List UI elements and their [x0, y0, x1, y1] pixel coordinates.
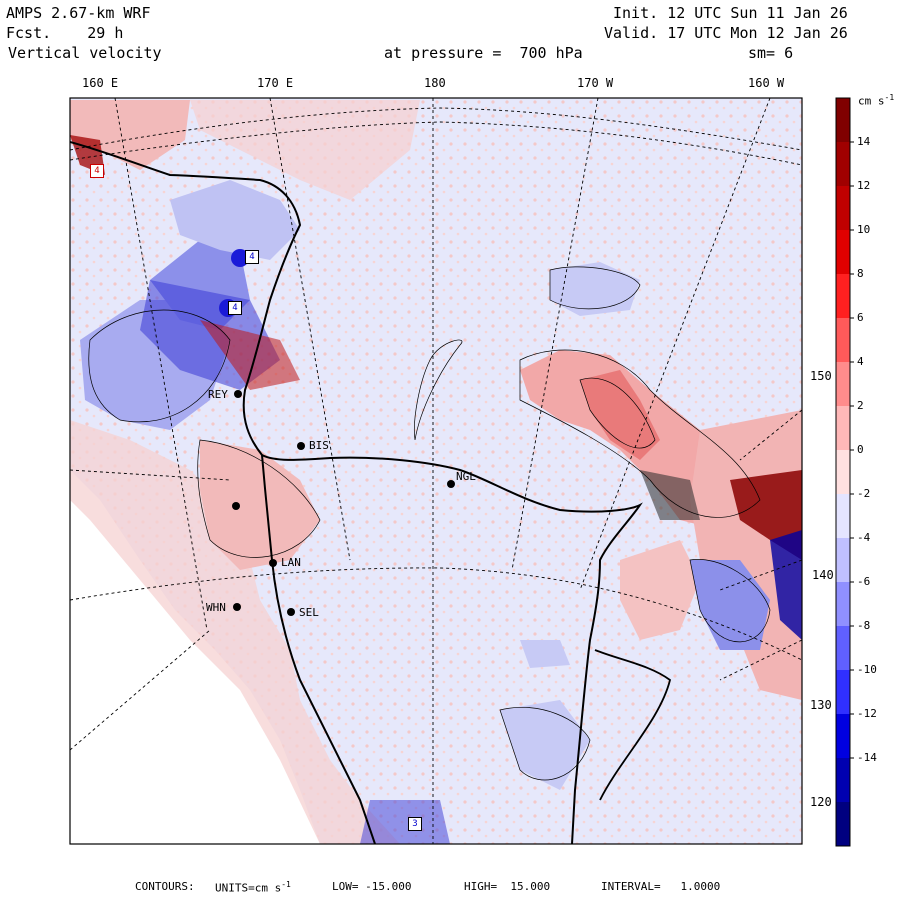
- strong-features: [70, 135, 802, 844]
- colorbar-label: -12: [857, 707, 877, 720]
- colorbar-label: -4: [857, 531, 871, 544]
- colorbar-label: 10: [857, 223, 871, 236]
- lon-tick-170e: 170 E: [257, 76, 294, 90]
- colorbar-frame: [835, 97, 851, 847]
- station-ngl: NGL: [456, 470, 476, 483]
- plot-frame: [69, 97, 803, 845]
- colorbar-swatch: [836, 714, 850, 759]
- station-sel: SEL: [299, 606, 319, 619]
- station-dots: [232, 390, 455, 616]
- smoothing-value: sm= 6: [748, 44, 794, 62]
- footer-contours-label: CONTOURS:: [135, 880, 195, 893]
- lon-tick-160w: 160 W: [748, 76, 785, 90]
- colorbar-label: 6: [857, 311, 864, 324]
- colorbar-label: -8: [857, 619, 871, 632]
- valid-time: Valid. 17 UTC Mon 12 Jan 26: [604, 24, 848, 42]
- station-whn: WHN: [206, 601, 226, 614]
- colorbar-label: -10: [857, 663, 877, 676]
- colorbar-label: -6: [857, 575, 871, 588]
- footer-high: HIGH= 15.000: [464, 880, 551, 893]
- colorbar-swatch: [836, 362, 850, 407]
- colorbar-swatch: [836, 142, 850, 187]
- colorbar-swatch: [836, 626, 850, 671]
- colorbar-swatch: [836, 230, 850, 275]
- station-rey: REY: [208, 388, 228, 401]
- coastline-transantarctic: [261, 454, 376, 844]
- colorbar-swatch: [836, 494, 850, 539]
- ascent-patch-north: [190, 100, 420, 200]
- min-marker-mid: 4: [228, 301, 242, 315]
- colorbar: [835, 97, 854, 847]
- descent-patch-ross: [550, 262, 640, 316]
- colorbar-label: -2: [857, 487, 871, 500]
- colorbar-label: 12: [857, 179, 871, 192]
- model-title: AMPS 2.67-km WRF: [6, 4, 151, 22]
- pressure-level: at pressure = 700 hPa: [384, 44, 583, 62]
- coastline-ross-ice-shelf: [70, 141, 643, 844]
- forecast-hour: Fcst. 29 h: [6, 24, 124, 42]
- min-marker-south: 3: [408, 817, 422, 831]
- min-marker-north: 4: [245, 250, 259, 264]
- lon-tick-170w: 170 W: [577, 76, 614, 90]
- descent-region-northwest: [170, 180, 300, 260]
- ascent-patch-nw: [70, 100, 190, 170]
- footer-units: UNITS=cm s-1: [215, 880, 291, 895]
- colorbar-label: 14: [857, 135, 871, 148]
- ascent-region-southeast: [620, 540, 700, 640]
- colorbar-swatch: [836, 538, 850, 583]
- field-name: Vertical velocity: [8, 44, 162, 62]
- station-lan: LAN: [281, 556, 301, 569]
- coastline-marie-byrd: [594, 649, 672, 801]
- colorbar-label: 0: [857, 443, 864, 456]
- colorbar-swatch: [836, 318, 850, 363]
- colorbar-label: 8: [857, 267, 864, 280]
- colorbar-swatch: [836, 670, 850, 715]
- ascent-core-east: [580, 370, 660, 460]
- colorbar-swatch: [836, 406, 850, 451]
- colorbar-swatch: [836, 450, 850, 495]
- colorbar-label: 4: [857, 355, 864, 368]
- colorbar-unit: cm s-1: [858, 93, 895, 108]
- colorbar-swatch: [836, 98, 850, 143]
- colorbar-label: -14: [857, 751, 877, 764]
- colorbar-swatch: [836, 274, 850, 319]
- init-time: Init. 12 UTC Sun 11 Jan 26: [613, 4, 848, 22]
- lon-tick-160e: 160 E: [82, 76, 119, 90]
- colorbar-label: 2: [857, 399, 864, 412]
- ascent-band-coast: [70, 420, 400, 844]
- colorbar-swatch: [836, 802, 850, 847]
- max-marker-nw: 4: [90, 164, 104, 178]
- colorbar-swatch: [836, 186, 850, 231]
- descent-patch-mid: [520, 640, 570, 668]
- descent-region-southeast: [690, 560, 770, 650]
- colorbar-swatch: [836, 582, 850, 627]
- colorbar-swatch: [836, 758, 850, 803]
- plot-area: [70, 98, 802, 844]
- descent-patch-south: [500, 700, 590, 790]
- lon-tick-180: 180: [424, 76, 446, 90]
- footer-low: LOW= -15.000: [332, 880, 412, 893]
- footer-interval: INTERVAL= 1.0000: [601, 880, 721, 893]
- contour-lines: [88, 266, 771, 781]
- ascent-region-coast: [200, 440, 320, 570]
- graticule: [70, 98, 802, 844]
- station-bis: BIS: [309, 439, 329, 452]
